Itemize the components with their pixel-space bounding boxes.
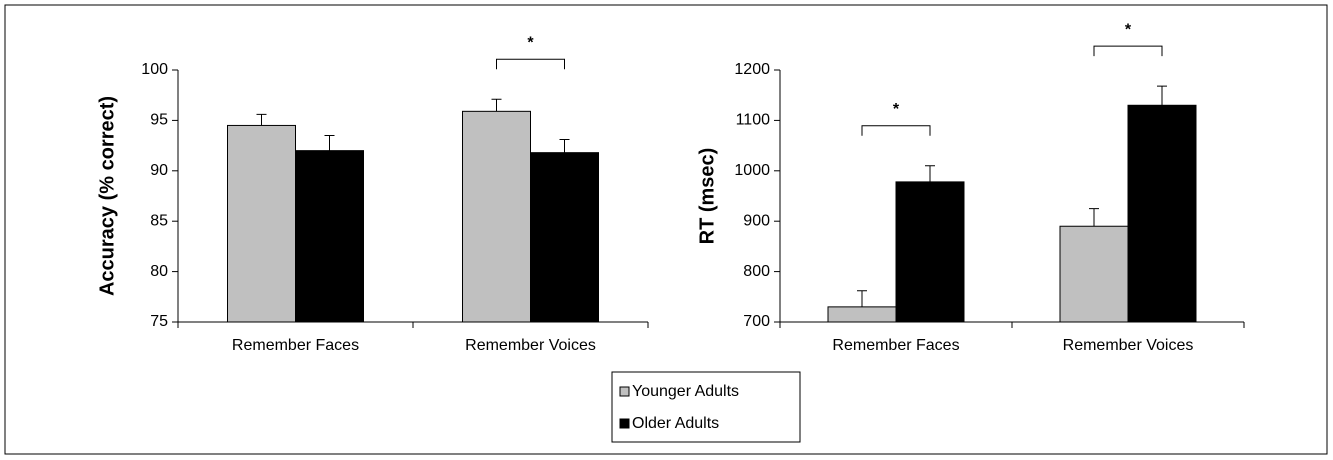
legend-swatch <box>619 418 630 429</box>
bar <box>1059 225 1129 323</box>
y-tick-label: 1100 <box>736 112 771 129</box>
y-tick-label: 700 <box>743 313 770 330</box>
y-tick-label: 90 <box>150 162 168 179</box>
y-tick-label: 900 <box>743 212 770 229</box>
y-tick-label: 85 <box>150 212 168 229</box>
error-bar <box>857 290 867 307</box>
significance-label: * <box>893 101 900 118</box>
error-bar <box>324 135 335 151</box>
y-axis-title: Accuracy (% correct) <box>96 96 118 296</box>
bar <box>895 181 965 323</box>
legend-label: Younger Adults <box>632 383 739 400</box>
error-bar <box>491 98 502 112</box>
y-tick-label: 1200 <box>734 61 770 78</box>
y-tick-label: 100 <box>141 61 168 78</box>
y-tick-label: 80 <box>150 263 168 280</box>
y-tick-label: 75 <box>150 313 168 330</box>
bar <box>462 110 531 323</box>
error-bar <box>925 165 935 182</box>
error-bar <box>1089 208 1099 227</box>
y-tick-label: 1000 <box>734 162 770 179</box>
significance-bracket <box>861 125 931 136</box>
legend-box <box>611 371 801 443</box>
legend-swatch <box>619 386 630 397</box>
error-bar <box>1157 85 1167 106</box>
bar <box>1127 104 1197 323</box>
x-tick-label: Remember Voices <box>465 337 596 354</box>
bar <box>827 306 897 323</box>
error-bar <box>559 139 570 153</box>
x-tick-label: Remember Faces <box>232 337 359 354</box>
y-tick-label: 95 <box>150 112 168 129</box>
significance-bracket <box>496 58 565 70</box>
bar <box>530 152 599 323</box>
x-tick-label: Remember Faces <box>832 337 959 354</box>
legend-label: Older Adults <box>632 415 719 432</box>
x-tick-label: Remember Voices <box>1063 337 1194 354</box>
bar <box>227 124 296 323</box>
bar <box>295 150 364 323</box>
significance-label: * <box>527 34 534 51</box>
error-bar <box>256 113 267 126</box>
significance-bracket <box>1093 45 1163 57</box>
y-axis-title: RT (msec) <box>696 148 718 245</box>
y-tick-label: 800 <box>743 263 770 280</box>
significance-label: * <box>1125 21 1132 38</box>
figure-border <box>4 4 1328 455</box>
